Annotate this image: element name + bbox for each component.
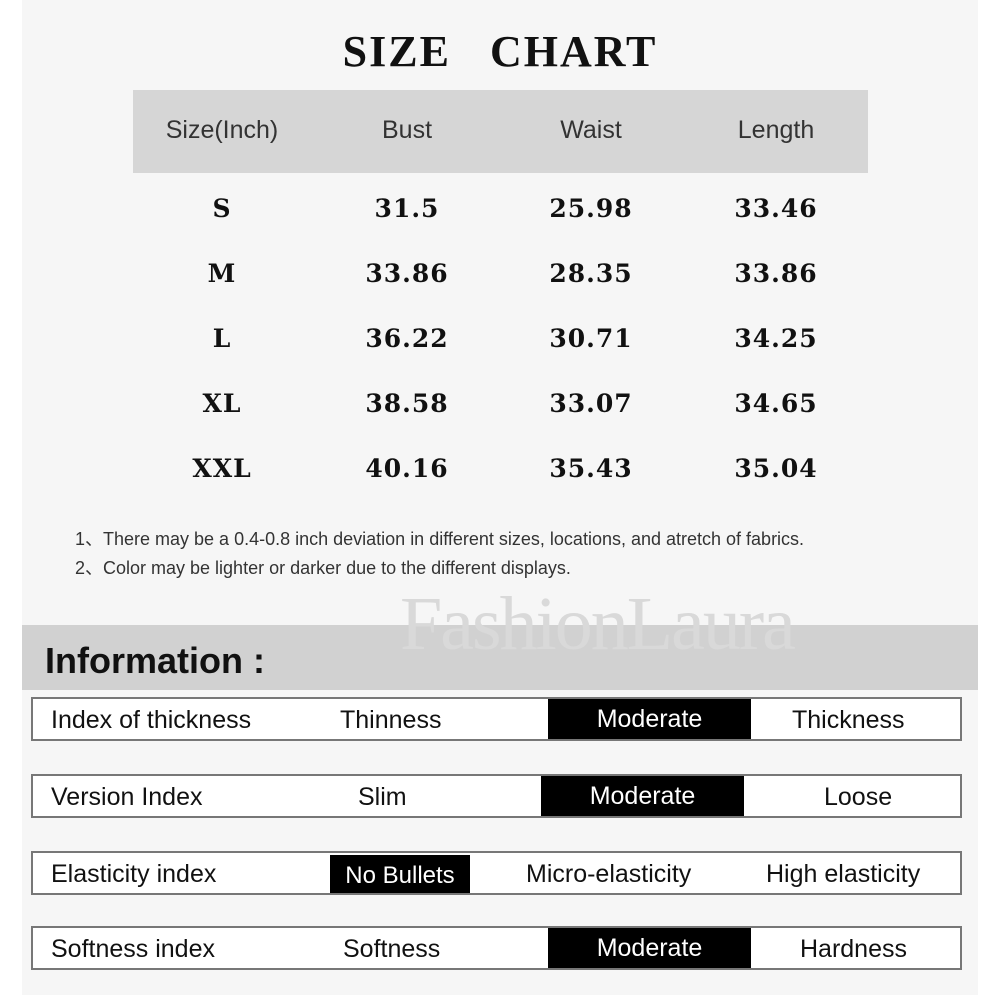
- table-cell: 35.43: [549, 454, 633, 483]
- table-cell: L: [212, 324, 232, 353]
- table-cell: 33.86: [365, 259, 449, 288]
- table-cell: XL: [202, 389, 242, 418]
- column-header: Waist: [560, 116, 622, 144]
- table-cell: XXL: [192, 454, 252, 483]
- option: Thinness: [340, 706, 442, 734]
- table-cell: 34.25: [734, 324, 818, 353]
- table-cell: 40.16: [365, 454, 449, 483]
- option: Loose: [824, 783, 893, 811]
- table-cell: 33.07: [549, 389, 633, 418]
- option: Slim: [358, 783, 407, 811]
- row-label: Elasticity index: [51, 860, 217, 888]
- table-cell: 38.58: [365, 389, 449, 418]
- info-row-version: Version Index Slim Moderate Loose: [31, 774, 962, 818]
- option-selected: No Bullets: [330, 855, 470, 893]
- option: High elasticity: [766, 860, 921, 888]
- table-cell: 31.5: [374, 194, 440, 223]
- information-band: [22, 625, 978, 690]
- table-cell: 33.86: [734, 259, 818, 288]
- table-cell: S: [212, 194, 232, 223]
- option: Thickness: [792, 706, 905, 734]
- column-header: Size(Inch): [165, 116, 279, 144]
- option: Micro-elasticity: [526, 860, 692, 888]
- table-cell: 25.98: [549, 194, 633, 223]
- watermark-logo: FashionLaura: [400, 582, 796, 666]
- information-heading: Information :: [45, 640, 265, 681]
- option-selected: Moderate: [548, 928, 751, 968]
- column-header: Bust: [381, 116, 433, 144]
- info-row-thickness: Index of thickness Thinness Moderate Thi…: [31, 697, 962, 741]
- note-2: 2、Color may be lighter or darker due to …: [75, 558, 571, 578]
- table-cell: M: [207, 259, 237, 288]
- page-title: SIZE CHART: [342, 27, 658, 76]
- option-selected: Moderate: [548, 699, 751, 739]
- row-label: Index of thickness: [51, 706, 252, 734]
- table-cell: 35.04: [734, 454, 818, 483]
- info-row-softness: Softness index Softness Moderate Hardnes…: [31, 926, 962, 970]
- option-selected: Moderate: [541, 776, 744, 816]
- info-row-elasticity: Elasticity index No Bullets Micro-elasti…: [31, 851, 962, 895]
- table-cell: 36.22: [365, 324, 449, 353]
- option: Hardness: [800, 935, 907, 963]
- note-1: 1、There may be a 0.4-0.8 inch deviation …: [75, 529, 805, 549]
- row-label: Softness index: [51, 935, 215, 963]
- table-header-bar: [133, 90, 868, 173]
- table-cell: 33.46: [734, 194, 818, 223]
- row-label: Version Index: [51, 783, 203, 811]
- table-cell: 28.35: [549, 259, 633, 288]
- column-header: Length: [737, 116, 815, 144]
- option: Softness: [343, 935, 441, 963]
- table-cell: 30.71: [549, 324, 633, 353]
- table-cell: 34.65: [734, 389, 818, 418]
